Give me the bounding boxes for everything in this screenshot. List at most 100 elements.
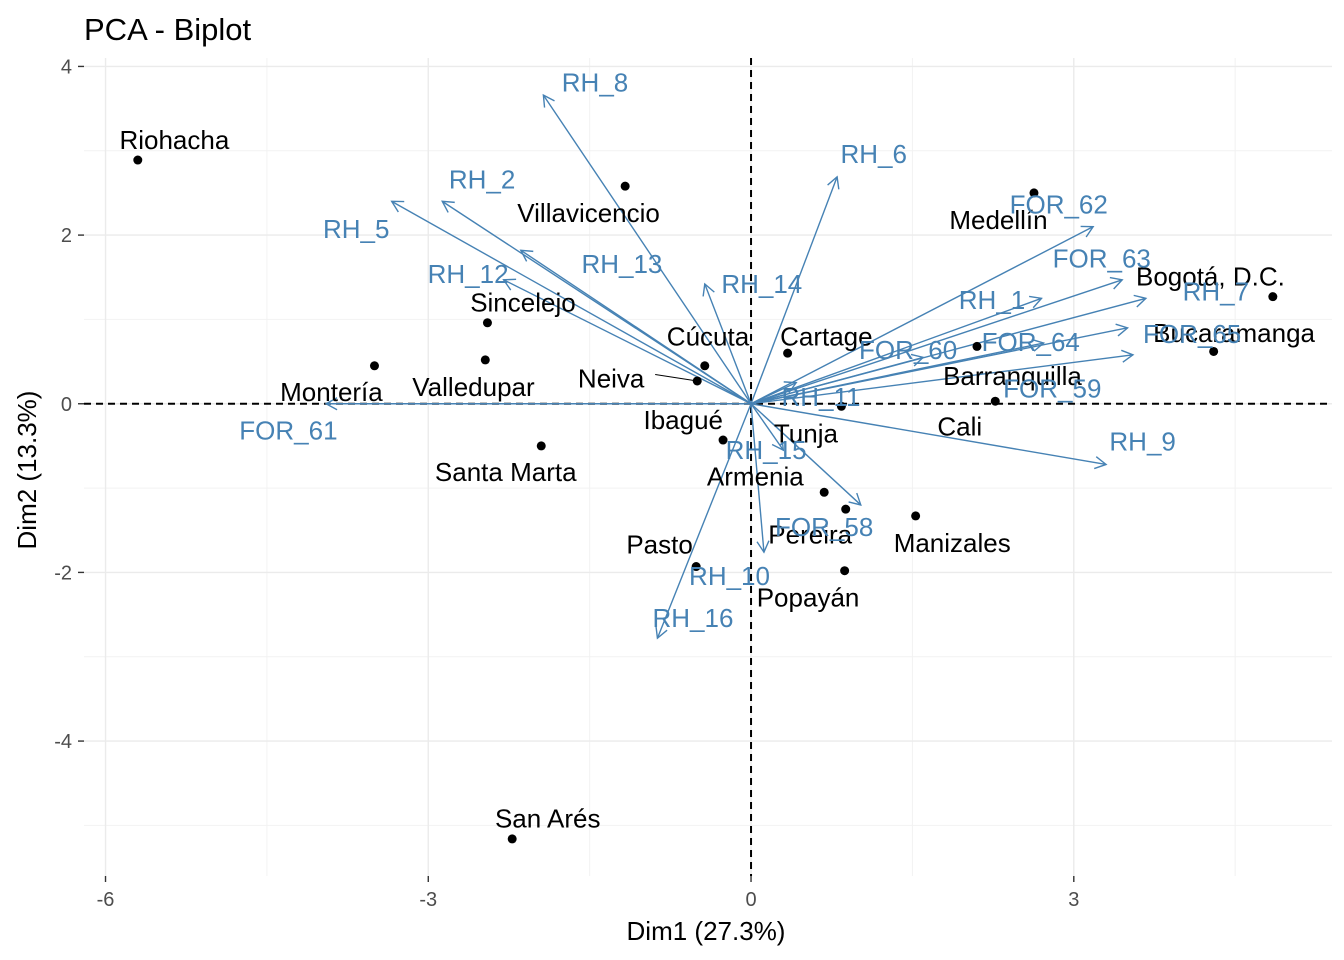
individual-point	[990, 396, 1000, 406]
individual-points	[133, 155, 1278, 844]
variable-arrow	[750, 338, 1046, 405]
variable-arrow	[390, 200, 752, 405]
y-axis-title: Dim2 (13.3%)	[12, 391, 42, 550]
variable-label: RH_13	[581, 249, 662, 279]
point-labels: Riohacha Villavicencio Medellín Bogotá, D.C…	[119, 67, 1315, 833]
individual-point	[819, 487, 829, 497]
variable-label: FOR_61	[239, 416, 337, 446]
variable-arrow	[750, 175, 840, 405]
individual-label: Villavicencio	[517, 198, 660, 228]
variable-arrow	[655, 403, 752, 640]
individual-label: Cúcuta	[667, 321, 750, 351]
variable-arrow	[750, 276, 1124, 405]
y-tick-label: -4	[54, 731, 72, 753]
x-tick-label: 0	[745, 889, 756, 911]
variable-arrow	[750, 295, 1043, 405]
individual-point	[482, 318, 492, 328]
individual-point	[1029, 188, 1039, 198]
chart-title: PCA - Biplot	[84, 12, 252, 47]
variable-label: RH_5	[323, 214, 389, 244]
variable-label: RH_15	[726, 435, 807, 465]
x-tick-label: -3	[419, 889, 437, 911]
variable-label: FOR_64	[982, 327, 1080, 357]
variable-arrow	[542, 93, 752, 405]
individual-label: Neiva	[578, 363, 645, 393]
variable-label: RH_9	[1109, 427, 1175, 457]
individual-point	[133, 155, 143, 165]
individual-label: Bogotá, D.C.	[1136, 261, 1285, 291]
variable-label: RH_1	[959, 285, 1025, 315]
individual-point	[691, 562, 701, 572]
individual-point	[911, 511, 921, 521]
individual-label: Bucaramanga	[1153, 318, 1315, 348]
individual-point	[507, 834, 517, 844]
variable-arrow	[750, 403, 770, 554]
individual-label: Armenia	[707, 461, 804, 491]
individual-label: Sincelejo	[470, 288, 576, 318]
individual-point	[840, 566, 850, 576]
individual-label: Valledupar	[412, 372, 535, 402]
variable-label: RH_12	[428, 259, 509, 289]
variable-label: RH_10	[689, 561, 770, 591]
individual-label: Tunja	[774, 418, 839, 448]
individual-point	[783, 348, 793, 358]
variable-arrow	[750, 353, 925, 405]
variable-arrow	[750, 403, 785, 452]
y-tick-label: 2	[61, 225, 72, 247]
individual-label: Pereira	[768, 519, 852, 549]
variable-arrows	[324, 93, 1148, 640]
individual-point	[718, 435, 728, 445]
individual-label: Montería	[280, 377, 383, 407]
individual-label: Pasto	[626, 530, 693, 560]
y-tick-label: 4	[61, 56, 72, 78]
x-axis-title: Dim1 (27.3%)	[627, 916, 786, 946]
individual-point	[1209, 346, 1219, 356]
variable-arrow	[750, 381, 798, 405]
individual-point	[836, 401, 846, 411]
individual-label: Manizales	[894, 528, 1011, 558]
individual-point	[972, 341, 982, 351]
variable-arrow	[502, 278, 752, 405]
variable-label: FOR_58	[775, 512, 873, 542]
variable-label: RH_16	[652, 603, 733, 633]
individual-point	[536, 441, 546, 451]
variable-label: RH_7	[1183, 277, 1249, 307]
x-tick-label: 3	[1068, 889, 1079, 911]
individual-label: Riohacha	[119, 125, 229, 155]
individual-label: Medellín	[949, 205, 1047, 235]
variable-label: FOR_63	[1053, 244, 1151, 274]
variable-label: RH_11	[781, 382, 860, 412]
variable-label: FOR_65	[1143, 319, 1241, 349]
variable-arrow	[750, 225, 1095, 405]
individual-label: Cartage	[780, 321, 873, 351]
variable-arrow	[750, 349, 1135, 405]
individual-label: Barranquilla	[943, 361, 1082, 391]
individual-point	[1268, 292, 1278, 302]
y-tick-label: 0	[61, 394, 72, 416]
individual-point	[700, 361, 710, 371]
variable-label: FOR_59	[1003, 374, 1101, 404]
individual-label: Ibagué	[643, 405, 723, 435]
y-tick-label: -2	[54, 562, 72, 584]
variable-label: RH_14	[721, 269, 802, 299]
variable-arrow	[750, 403, 1108, 470]
x-tick-label: -6	[97, 889, 115, 911]
variable-label: FOR_60	[859, 335, 957, 365]
variable-label: RH_6	[840, 139, 906, 169]
variable-arrow	[519, 249, 752, 405]
variable-label: FOR_62	[1010, 190, 1108, 220]
individual-point	[841, 504, 851, 514]
axis-ticks: -6 -3 0 3 -4 -2 0 2 4	[54, 56, 1079, 911]
individual-point	[480, 355, 490, 365]
variable-arrow	[702, 282, 752, 405]
individual-label: San Arés	[495, 804, 601, 834]
individual-point	[620, 181, 630, 191]
variable-arrow	[750, 403, 862, 506]
individual-label: Cali	[937, 412, 982, 442]
variable-label: RH_2	[449, 164, 515, 194]
individual-point	[369, 361, 379, 371]
individual-label: Popayán	[757, 583, 860, 613]
label-leader-line	[655, 373, 698, 382]
variable-label: RH_8	[562, 67, 628, 97]
